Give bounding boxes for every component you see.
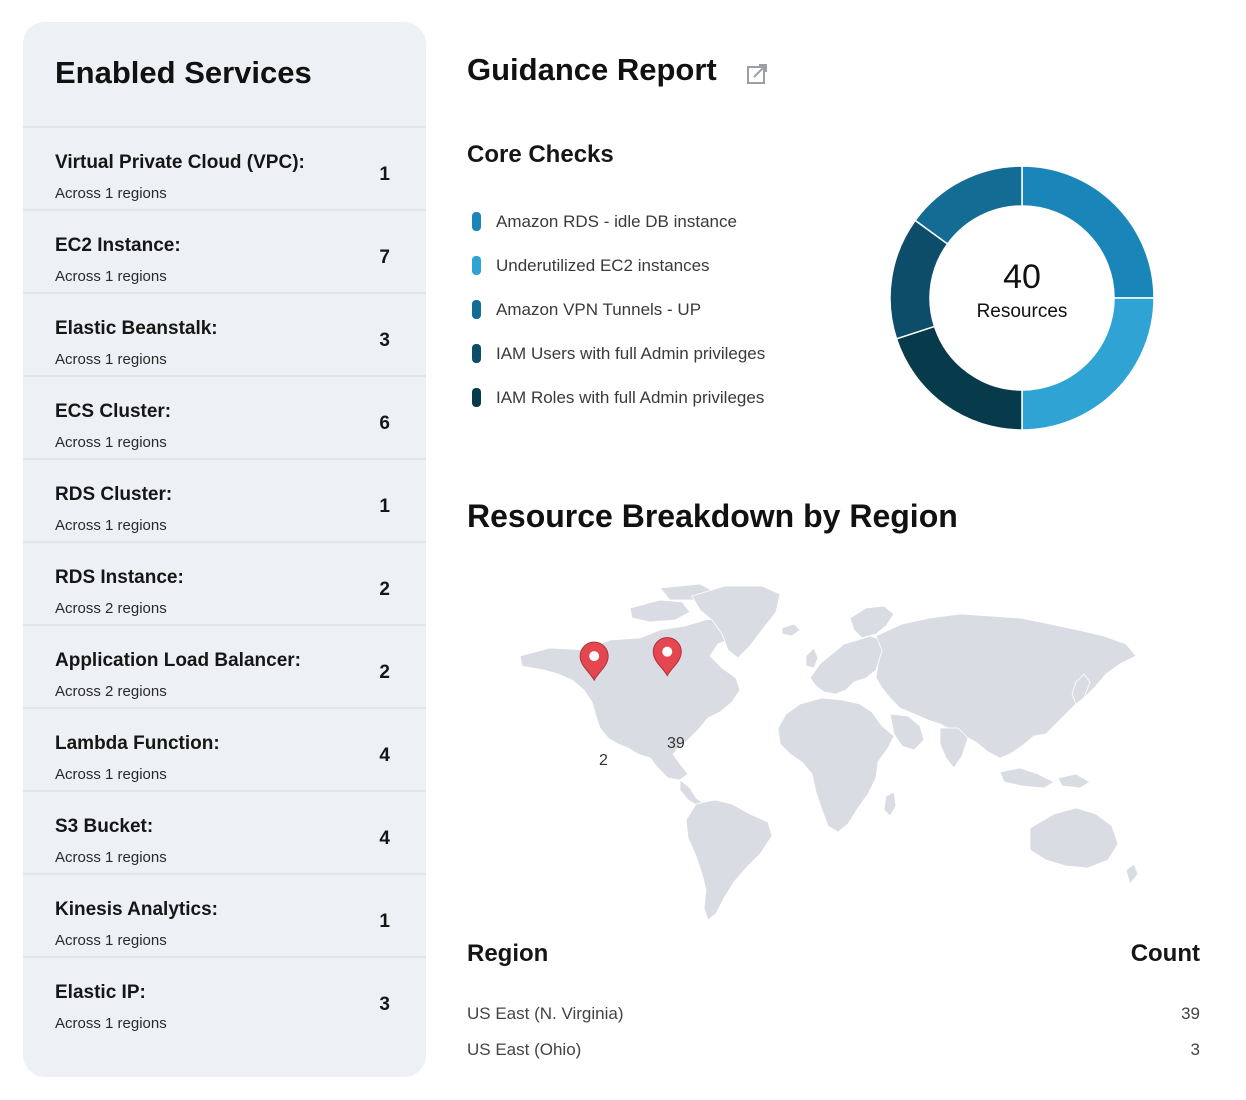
service-regions: Across 1 regions [55,849,167,866]
pin-count-label: 39 [667,735,685,752]
legend-swatch [472,388,481,407]
service-row-vpc[interactable]: Virtual Private Cloud (VPC): Across 1 re… [23,126,426,209]
service-row-rds-cluster[interactable]: RDS Cluster: Across 1 regions 1 [23,458,426,541]
service-name: Elastic Beanstalk: [55,318,218,339]
donut-slice[interactable] [895,325,1023,431]
service-name: Kinesis Analytics: [55,899,218,920]
legend-label: Amazon RDS - idle DB instance [496,212,737,231]
service-regions: Across 1 regions [55,932,167,949]
service-name: RDS Instance: [55,567,184,588]
service-count: 3 [379,330,390,351]
map-pin-icon[interactable] [652,637,682,677]
world-map-land [519,583,1139,921]
service-count: 2 [379,662,390,683]
legend-swatch [472,300,481,319]
pin-count-label: 2 [599,752,608,769]
service-count: 4 [379,745,390,766]
resource-breakdown-title: Resource Breakdown by Region [467,498,958,534]
legend-swatch [472,344,481,363]
donut-slice[interactable] [914,165,1023,245]
service-row-lambda[interactable]: Lambda Function: Across 1 regions 4 [23,707,426,790]
service-row-elastic-ip[interactable]: Elastic IP: Across 1 regions 3 [23,956,426,1039]
service-regions: Across 1 regions [55,268,167,285]
table-row[interactable]: US East (Ohio) 3 [467,1040,1200,1076]
service-name: Virtual Private Cloud (VPC): [55,152,305,173]
count-cell: 39 [1181,1004,1200,1023]
guidance-report-title: Guidance Report [467,52,717,87]
service-name: RDS Cluster: [55,484,173,505]
service-regions: Across 1 regions [55,351,167,368]
region-column-header: Region [467,940,549,967]
service-count: 1 [379,496,390,517]
service-regions: Across 1 regions [55,1015,167,1032]
map-pins [579,637,682,682]
count-column-header: Count [1130,940,1200,967]
legend-swatch [472,256,481,275]
external-link-icon[interactable] [746,64,768,86]
world-map [519,583,1139,921]
service-name: Elastic IP: [55,982,146,1003]
enabled-services-title: Enabled Services [55,55,312,90]
service-regions: Across 2 regions [55,683,167,700]
legend-label: Underutilized EC2 instances [496,256,710,275]
core-checks-title: Core Checks [467,141,614,168]
service-name: Application Load Balancer: [55,650,301,671]
legend-label: Amazon VPN Tunnels - UP [496,300,702,319]
resources-donut-chart [889,165,1155,431]
service-name: Lambda Function: [55,733,220,754]
legend-swatch [472,212,481,231]
legend-label: IAM Users with full Admin privileges [496,344,766,363]
services-list: Virtual Private Cloud (VPC): Across 1 re… [23,126,426,1039]
service-regions: Across 2 regions [55,600,167,617]
service-row-ec2[interactable]: EC2 Instance: Across 1 regions 7 [23,209,426,292]
service-regions: Across 1 regions [55,185,167,202]
map-pin-icon[interactable] [579,641,609,682]
region-cell: US East (N. Virginia) [467,1004,624,1023]
service-regions: Across 1 regions [55,434,167,451]
service-row-ecs[interactable]: ECS Cluster: Across 1 regions 6 [23,375,426,458]
service-count: 1 [379,164,390,185]
table-row[interactable]: US East (N. Virginia) 39 [467,1004,1200,1040]
service-count: 4 [379,828,390,849]
service-name: EC2 Instance: [55,235,181,256]
service-row-rds-instance[interactable]: RDS Instance: Across 2 regions 2 [23,541,426,624]
service-count: 7 [379,247,390,268]
service-count: 6 [379,413,390,434]
donut-total: 40 [1003,258,1041,296]
service-row-beanstalk[interactable]: Elastic Beanstalk: Across 1 regions 3 [23,292,426,375]
legend-label: IAM Roles with full Admin privileges [496,388,765,407]
service-count: 2 [379,579,390,600]
service-regions: Across 1 regions [55,766,167,783]
service-count: 3 [379,994,390,1015]
count-cell: 3 [1190,1040,1200,1059]
service-name: ECS Cluster: [55,401,172,422]
enabled-services-panel: Enabled Services Virtual Private Cloud (… [23,22,426,1077]
service-row-alb[interactable]: Application Load Balancer: Across 2 regi… [23,624,426,707]
service-name: S3 Bucket: [55,816,154,837]
service-regions: Across 1 regions [55,517,167,534]
region-table: US East (N. Virginia) 39 US East (Ohio) … [467,1004,1200,1076]
service-row-kinesis[interactable]: Kinesis Analytics: Across 1 regions 1 [23,873,426,956]
service-row-s3[interactable]: S3 Bucket: Across 1 regions 4 [23,790,426,873]
region-cell: US East (Ohio) [467,1040,582,1059]
donut-label: Resources [976,301,1068,322]
service-count: 1 [379,911,390,932]
